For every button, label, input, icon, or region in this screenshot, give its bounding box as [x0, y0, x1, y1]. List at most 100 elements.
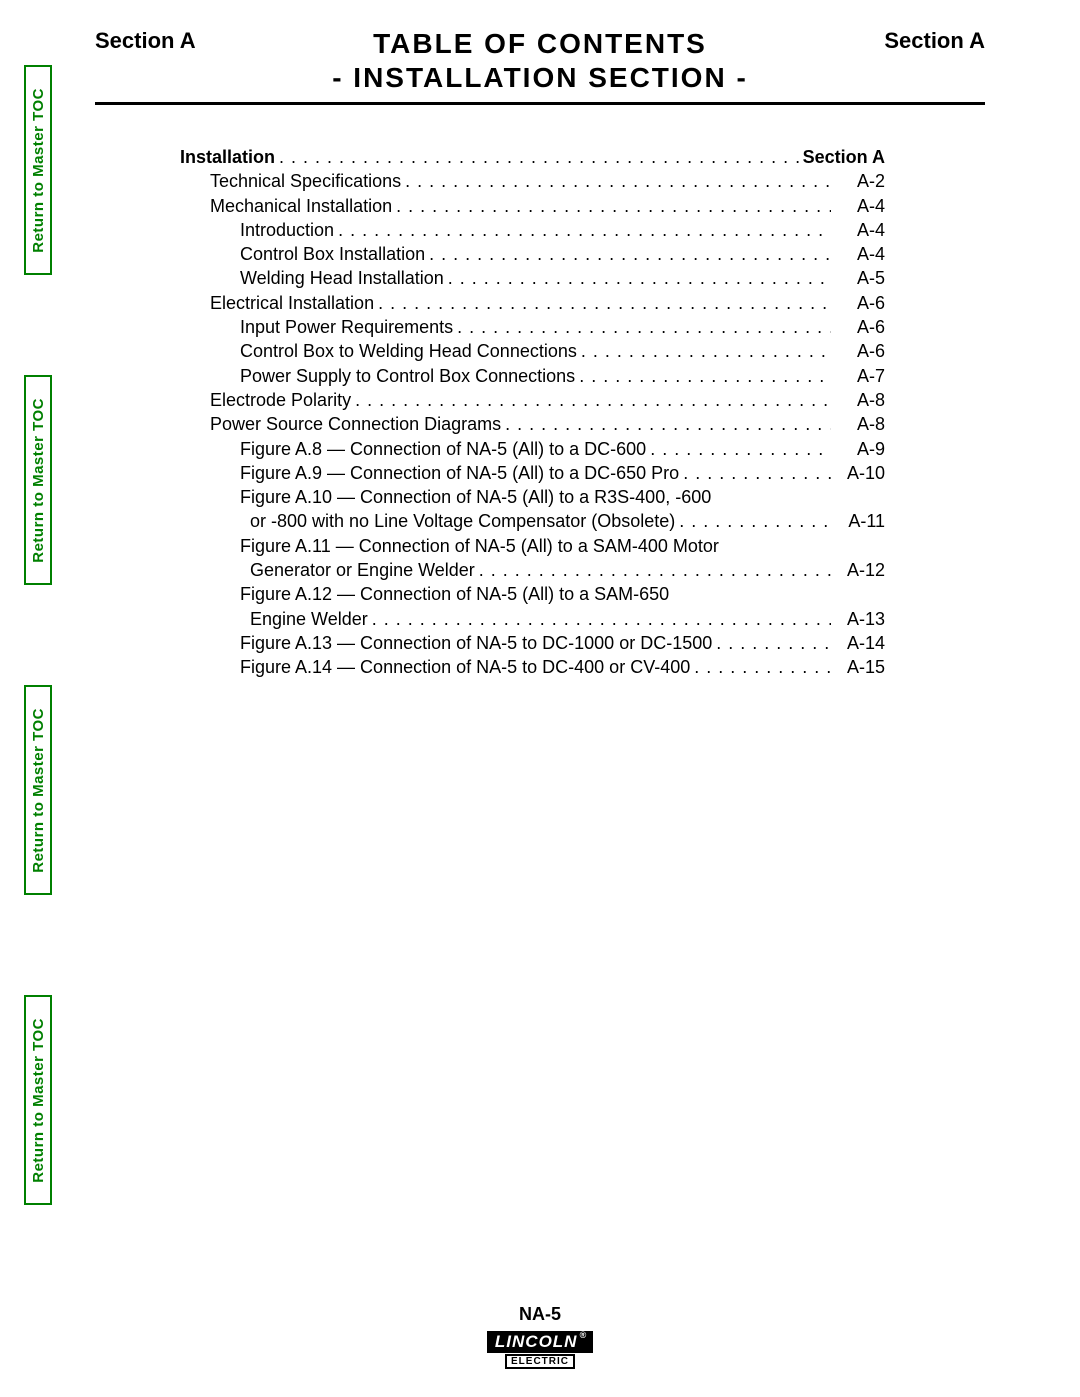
toc-row: Engine Welder A-13: [180, 607, 885, 631]
toc-entry-page[interactable]: A-8: [835, 412, 885, 436]
toc-entry-page[interactable]: A-4: [835, 242, 885, 266]
toc-entry-label[interactable]: Power Source Connection Diagrams: [180, 412, 501, 436]
toc-entry-label[interactable]: Figure A.14 — Connection of NA-5 to DC-4…: [180, 655, 690, 679]
toc-row: Electrical Installation A-6: [180, 291, 885, 315]
toc-row: Welding Head Installation A-5: [180, 266, 885, 290]
toc-entry-label[interactable]: Control Box Installation: [180, 242, 425, 266]
toc-row: Figure A.11 — Connection of NA-5 (All) t…: [180, 534, 885, 558]
toc-leader: [479, 558, 831, 582]
toc-entry-page[interactable]: A-10: [835, 461, 885, 485]
toc-entry-label[interactable]: Mechanical Installation: [180, 194, 392, 218]
brand-logo: LINCOLN® ELECTRIC: [487, 1331, 593, 1369]
toc-row: Control Box Installation A-4: [180, 242, 885, 266]
return-master-toc-button[interactable]: Return to Master TOC: [24, 685, 52, 895]
header-rule: [95, 102, 985, 105]
toc-leader: [457, 315, 831, 339]
toc-entry-label[interactable]: Figure A.8 — Connection of NA-5 (All) to…: [180, 437, 646, 461]
return-master-toc-label: Return to Master TOC: [30, 708, 47, 873]
toc-leader: [694, 655, 831, 679]
title-block: TABLE OF CONTENTS - INSTALLATION SECTION…: [196, 28, 885, 94]
toc-entry-page[interactable]: A-2: [835, 169, 885, 193]
logo-registered-mark: ®: [579, 1330, 587, 1340]
toc-row: Electrode Polarity A-8: [180, 388, 885, 412]
return-master-toc-button[interactable]: Return to Master TOC: [24, 995, 52, 1205]
toc-leader: [581, 339, 831, 363]
toc-entry-page[interactable]: A-4: [835, 218, 885, 242]
header-row: Section A TABLE OF CONTENTS - INSTALLATI…: [95, 28, 985, 94]
table-of-contents: Installation Section A Technical Specifi…: [180, 145, 885, 680]
toc-entry-page[interactable]: A-9: [835, 437, 885, 461]
toc-entry-label[interactable]: Engine Welder: [180, 607, 368, 631]
toc-leader: [683, 461, 831, 485]
toc-row: Input Power Requirements A-6: [180, 315, 885, 339]
toc-leader: [723, 534, 831, 558]
toc-row: Generator or Engine Welder A-12: [180, 558, 885, 582]
toc-leader: [673, 582, 831, 606]
toc-entry-label[interactable]: or -800 with no Line Voltage Compensator…: [180, 509, 675, 533]
toc-heading-label: Installation: [180, 145, 275, 169]
toc-row: Figure A.14 — Connection of NA-5 to DC-4…: [180, 655, 885, 679]
toc-entry-label[interactable]: Generator or Engine Welder: [180, 558, 475, 582]
toc-leader: [448, 266, 831, 290]
logo-top: LINCOLN®: [487, 1331, 593, 1353]
toc-leader: [279, 145, 799, 169]
toc-entry-label[interactable]: Power Supply to Control Box Connections: [180, 364, 575, 388]
toc-entry-page[interactable]: A-4: [835, 194, 885, 218]
toc-leader: [378, 291, 831, 315]
toc-entry-label[interactable]: Introduction: [180, 218, 334, 242]
toc-row: Technical Specifications A-2: [180, 169, 885, 193]
toc-entry-page[interactable]: A-6: [835, 315, 885, 339]
toc-leader: [355, 388, 831, 412]
content-area: Section A TABLE OF CONTENTS - INSTALLATI…: [95, 28, 985, 680]
toc-entry-page[interactable]: A-6: [835, 339, 885, 363]
toc-heading-row: Installation Section A: [180, 145, 885, 169]
toc-row: or -800 with no Line Voltage Compensator…: [180, 509, 885, 533]
toc-entry-page[interactable]: A-6: [835, 291, 885, 315]
return-master-toc-label: Return to Master TOC: [30, 88, 47, 253]
toc-entry-label[interactable]: Input Power Requirements: [180, 315, 453, 339]
toc-entry-label[interactable]: Electrical Installation: [180, 291, 374, 315]
toc-row: Power Source Connection Diagrams A-8: [180, 412, 885, 436]
toc-entry-label[interactable]: Electrode Polarity: [180, 388, 351, 412]
toc-leader: [679, 509, 831, 533]
title-line1: TABLE OF CONTENTS: [196, 28, 885, 60]
toc-leader: [338, 218, 831, 242]
toc-entry-page[interactable]: A-13: [835, 607, 885, 631]
toc-entry-page[interactable]: [835, 534, 885, 558]
toc-leader: [429, 242, 831, 266]
return-master-toc-button[interactable]: Return to Master TOC: [24, 375, 52, 585]
toc-entry-label[interactable]: Technical Specifications: [180, 169, 401, 193]
toc-entry-page[interactable]: A-7: [835, 364, 885, 388]
toc-entry-label[interactable]: Figure A.9 — Connection of NA-5 (All) to…: [180, 461, 679, 485]
toc-entry-page[interactable]: A-5: [835, 266, 885, 290]
return-master-toc-label: Return to Master TOC: [30, 1018, 47, 1183]
toc-entry-page[interactable]: [835, 485, 885, 509]
section-label-left: Section A: [95, 28, 196, 54]
toc-row: Control Box to Welding Head Connections A…: [180, 339, 885, 363]
toc-leader: [372, 607, 831, 631]
toc-entry-page[interactable]: A-8: [835, 388, 885, 412]
toc-entry-page[interactable]: A-11: [835, 509, 885, 533]
document-page: Return to Master TOC Return to Master TOC…: [0, 0, 1080, 1397]
toc-leader: [715, 485, 831, 509]
toc-row: Power Supply to Control Box Connections A…: [180, 364, 885, 388]
return-master-toc-button[interactable]: Return to Master TOC: [24, 65, 52, 275]
toc-entry-page[interactable]: A-14: [835, 631, 885, 655]
toc-entry-page[interactable]: A-12: [835, 558, 885, 582]
toc-row: Introduction A-4: [180, 218, 885, 242]
toc-entry-page[interactable]: [835, 582, 885, 606]
toc-entry-label[interactable]: Welding Head Installation: [180, 266, 444, 290]
toc-entry-label[interactable]: Figure A.10 — Connection of NA-5 (All) t…: [180, 485, 711, 509]
toc-entry-label[interactable]: Figure A.13 — Connection of NA-5 to DC-1…: [180, 631, 712, 655]
toc-entry-page[interactable]: A-15: [835, 655, 885, 679]
toc-entry-label[interactable]: Control Box to Welding Head Connections: [180, 339, 577, 363]
logo-top-text: LINCOLN: [495, 1332, 578, 1351]
logo-bottom: ELECTRIC: [505, 1354, 575, 1369]
toc-leader: [396, 194, 831, 218]
title-line2: - INSTALLATION SECTION -: [196, 62, 885, 94]
toc-leader: [505, 412, 831, 436]
toc-row: Mechanical Installation A-4: [180, 194, 885, 218]
toc-entry-label[interactable]: Figure A.12 — Connection of NA-5 (All) t…: [180, 582, 669, 606]
toc-entry-label[interactable]: Figure A.11 — Connection of NA-5 (All) t…: [180, 534, 719, 558]
toc-row: Figure A.10 — Connection of NA-5 (All) t…: [180, 485, 885, 509]
